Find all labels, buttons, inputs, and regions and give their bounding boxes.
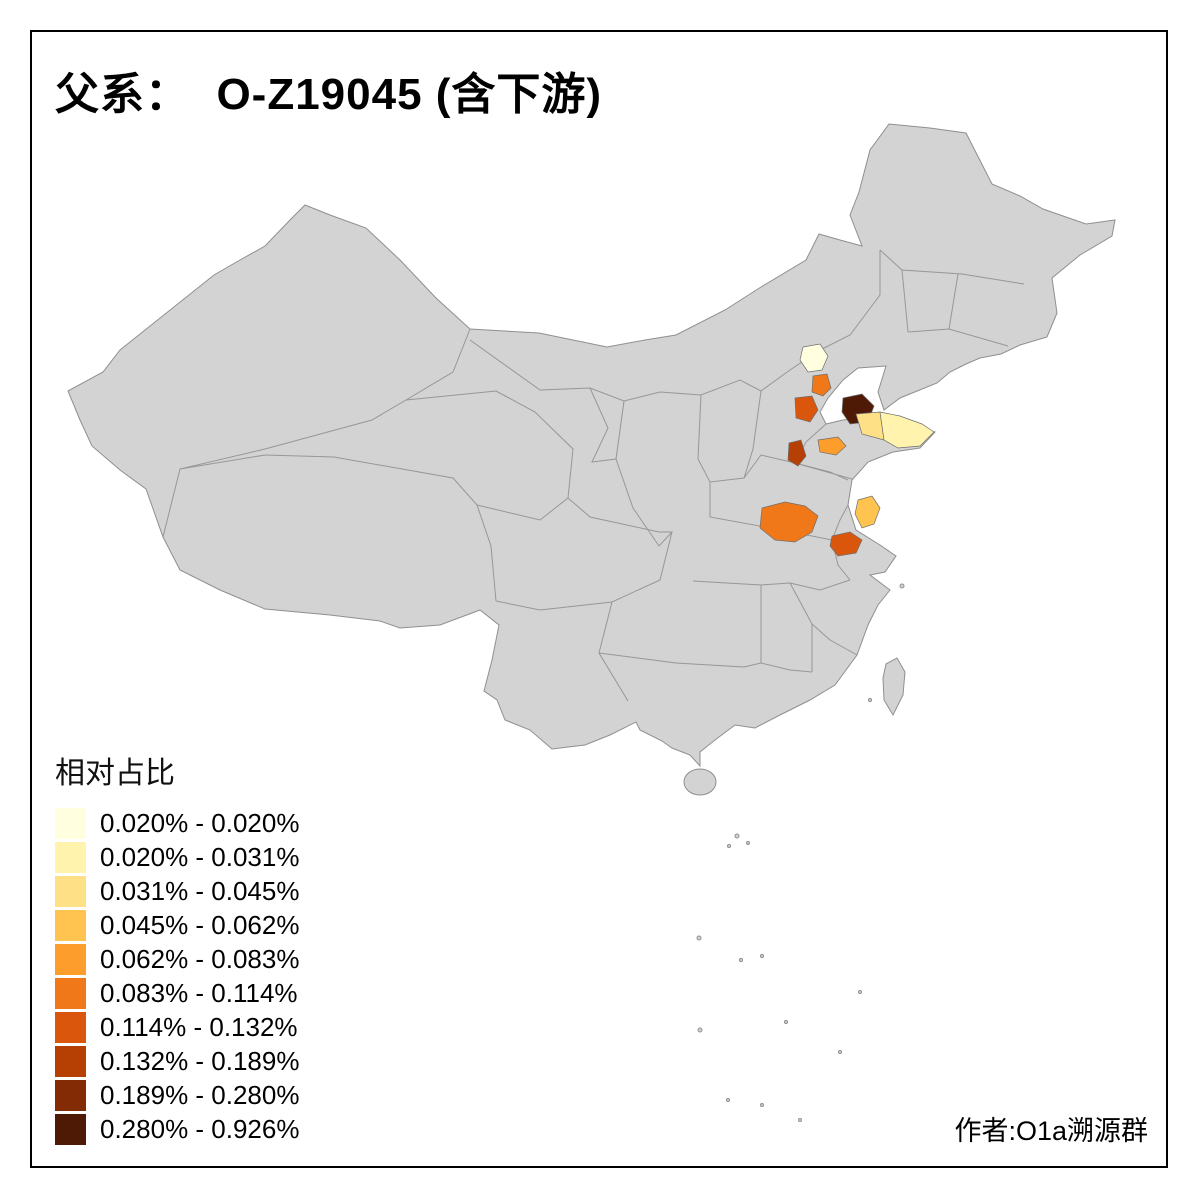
legend-item: 0.280% - 0.926% bbox=[55, 1114, 299, 1145]
legend-label: 0.083% - 0.114% bbox=[100, 978, 298, 1008]
legend-swatch bbox=[55, 978, 86, 1009]
legend-swatch bbox=[55, 1080, 86, 1111]
prefecture-region bbox=[811, 373, 832, 397]
taiwan-island bbox=[882, 657, 906, 717]
prefecture-region bbox=[759, 501, 819, 543]
legend-item: 0.020% - 0.020% bbox=[55, 808, 299, 839]
small-islands bbox=[696, 583, 905, 1122]
legend-item: 0.031% - 0.045% bbox=[55, 876, 299, 907]
legend-label: 0.189% - 0.280% bbox=[100, 1080, 300, 1110]
province-borders bbox=[162, 249, 1025, 702]
border-shaanxi bbox=[615, 400, 673, 547]
legend-label: 0.062% - 0.083% bbox=[100, 944, 300, 974]
legend-item: 0.189% - 0.280% bbox=[55, 1080, 299, 1111]
prefecture-region bbox=[829, 531, 863, 557]
border-sichuan bbox=[495, 497, 673, 611]
legend-item: 0.083% - 0.114% bbox=[55, 978, 299, 1009]
border-shanxi bbox=[697, 390, 762, 483]
legend-item: 0.132% - 0.189% bbox=[55, 1046, 299, 1077]
legend-label: 0.132% - 0.189% bbox=[100, 1046, 300, 1076]
highlighted-prefectures bbox=[759, 343, 935, 557]
border-ningxia bbox=[589, 387, 617, 463]
legend-swatch bbox=[55, 842, 86, 873]
legend-swatch bbox=[55, 1114, 86, 1145]
border-tibet bbox=[179, 454, 497, 602]
legend-swatch bbox=[55, 910, 86, 941]
author-credit: 作者:O1a溯源群 bbox=[954, 1116, 1148, 1146]
border-yunnan-guizhou bbox=[598, 601, 745, 702]
legend-item: 0.020% - 0.031% bbox=[55, 842, 299, 873]
prefecture-region bbox=[817, 436, 847, 456]
prefecture-region bbox=[794, 395, 819, 423]
prefecture-region bbox=[799, 343, 829, 373]
legend-label: 0.020% - 0.031% bbox=[100, 842, 300, 872]
legend-item: 0.045% - 0.062% bbox=[55, 910, 299, 941]
border-qinghai bbox=[405, 390, 574, 521]
legend-swatch bbox=[55, 1046, 86, 1077]
legend-label: 0.045% - 0.062% bbox=[100, 910, 300, 940]
legend-label: 0.114% - 0.132% bbox=[100, 1012, 298, 1042]
legend-label: 0.280% - 0.926% bbox=[100, 1114, 300, 1144]
border-yangtze-south bbox=[692, 579, 858, 673]
land-shapes bbox=[67, 123, 1116, 1122]
prefecture-region bbox=[879, 411, 935, 449]
legend-item: 0.114% - 0.132% bbox=[55, 1012, 299, 1043]
prefecture-region bbox=[787, 439, 807, 467]
legend-swatch bbox=[55, 1012, 86, 1043]
hainan-island bbox=[683, 768, 717, 796]
legend: 相对占比 0.020% - 0.020% 0.020% - 0.031% 0.0… bbox=[55, 748, 299, 1148]
legend-label: 0.031% - 0.045% bbox=[100, 876, 300, 906]
legend-swatch bbox=[55, 876, 86, 907]
legend-item: 0.062% - 0.083% bbox=[55, 944, 299, 975]
legend-label: 0.020% - 0.020% bbox=[100, 808, 300, 838]
legend-title: 相对占比 bbox=[55, 757, 175, 790]
prefecture-region bbox=[854, 495, 881, 529]
legend-swatch bbox=[55, 808, 86, 839]
legend-swatch bbox=[55, 944, 86, 975]
mainland-shape bbox=[67, 123, 1116, 768]
figure-title: 父系： O-Z19045 (含下游) bbox=[55, 70, 603, 119]
border-northeast bbox=[879, 249, 1025, 347]
